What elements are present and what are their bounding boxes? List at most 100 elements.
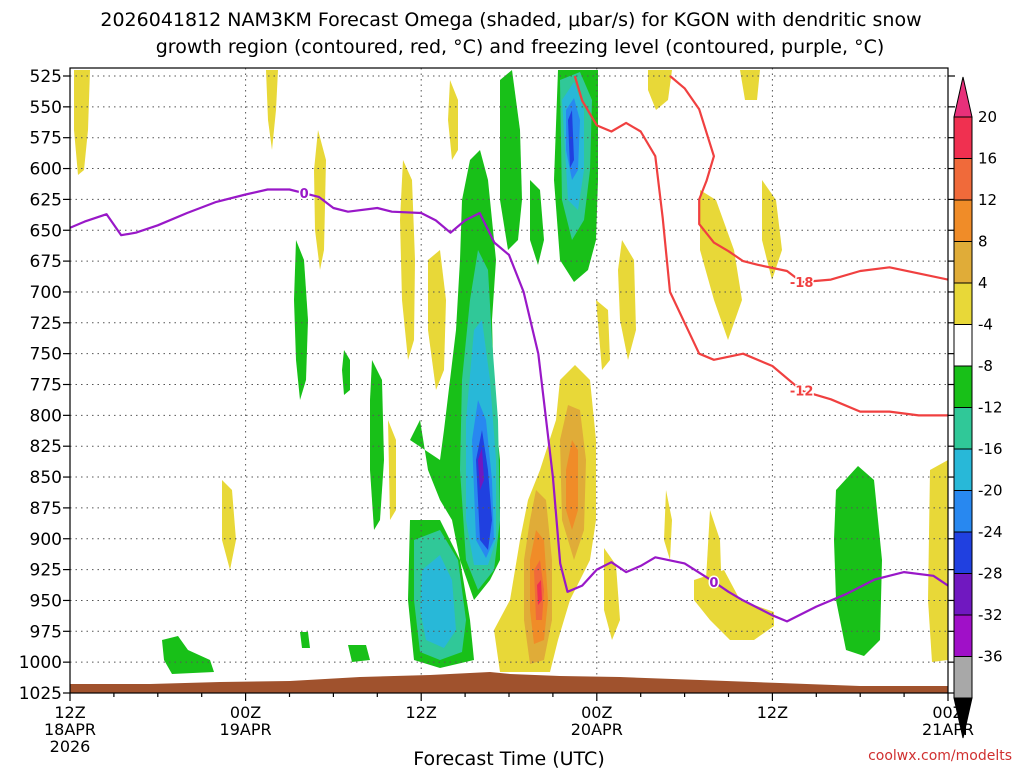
omega-shade-green bbox=[834, 466, 882, 656]
y-tick-label: 750 bbox=[30, 345, 62, 365]
y-tick-label: 675 bbox=[30, 252, 62, 272]
colorbar-swatch bbox=[953, 241, 973, 284]
x-tick-label: 12Z bbox=[757, 703, 788, 722]
y-tick-label: 1025 bbox=[19, 684, 62, 704]
y-axis-pressure: 525 550 575 600 625 650 675 700 725 750 775 800 825 8… bbox=[19, 67, 955, 704]
colorbar-swatch bbox=[953, 490, 973, 533]
terrain-ground bbox=[70, 672, 948, 693]
colorbar-label: -32 bbox=[978, 606, 1003, 624]
dgz-minus12-contour-label: -12 bbox=[790, 385, 814, 400]
dgz-minus12-contour bbox=[573, 75, 948, 417]
colorbar-legend: 20 16 12 8 4 -4 -8 -12 -16 -20 -24 -28 -32 -36 bbox=[953, 76, 1003, 739]
omega-shade-green bbox=[162, 636, 214, 674]
omega-shade-red bbox=[537, 580, 542, 605]
freezing-level-contour-label: 0 bbox=[300, 187, 309, 202]
omega-shade-yellow bbox=[700, 190, 742, 340]
x-axis-title: Forecast Time (UTC) bbox=[413, 748, 604, 768]
contour-lines: 0 0 -12 -18 bbox=[70, 75, 948, 623]
omega-shade-yellow bbox=[928, 460, 948, 662]
y-tick-label: 875 bbox=[30, 499, 62, 519]
chart-title-line-1: 2026041812 NAM3KM Forecast Omega (shaded… bbox=[100, 9, 921, 31]
colorbar-swatch bbox=[953, 282, 973, 325]
omega-shade-yellow bbox=[266, 70, 278, 150]
y-tick-label: 975 bbox=[30, 622, 62, 642]
y-tick-label: 1000 bbox=[19, 653, 62, 673]
omega-shade-purple bbox=[478, 448, 484, 490]
omega-shade-green bbox=[294, 240, 308, 400]
y-tick-label: 800 bbox=[30, 406, 62, 426]
colorbar-swatch bbox=[953, 365, 973, 408]
colorbar-label: 16 bbox=[978, 150, 997, 168]
omega-shade-green bbox=[500, 70, 522, 250]
colorbar-top-arrow bbox=[953, 76, 973, 118]
colorbar-swatch bbox=[953, 158, 973, 201]
colorbar-swatch bbox=[953, 116, 973, 159]
y-tick-label: 825 bbox=[30, 437, 62, 457]
omega-shade-yellow bbox=[604, 548, 620, 640]
omega-shade-yellow bbox=[74, 70, 90, 175]
y-tick-label: 725 bbox=[30, 314, 62, 334]
credit-url: coolwx.com/modelts bbox=[868, 748, 1012, 764]
colorbar-swatch bbox=[953, 573, 973, 616]
y-tick-label: 625 bbox=[30, 190, 62, 210]
colorbar-label: -36 bbox=[978, 648, 1003, 666]
colorbar-swatch bbox=[953, 656, 973, 699]
x-tick-label: 2026 bbox=[50, 737, 91, 756]
colorbar-swatch bbox=[953, 531, 973, 574]
colorbar-label: -28 bbox=[978, 565, 1003, 583]
y-tick-label: 950 bbox=[30, 591, 62, 611]
omega-shade-yellow bbox=[314, 130, 326, 270]
colorbar-label: -16 bbox=[978, 440, 1003, 458]
y-tick-label: 650 bbox=[30, 221, 62, 241]
x-tick-label: 20APR bbox=[571, 720, 623, 739]
omega-shade-green bbox=[342, 350, 350, 395]
colorbar-label: -4 bbox=[978, 316, 993, 334]
y-tick-label: 700 bbox=[30, 283, 62, 303]
x-tick-label: 18APR bbox=[44, 720, 96, 739]
freezing-level-contour bbox=[70, 188, 948, 623]
omega-shade-green bbox=[348, 645, 370, 662]
colorbar-swatch bbox=[953, 614, 973, 657]
omega-shade-yellow bbox=[596, 300, 610, 370]
omega-shade-yellow bbox=[664, 490, 672, 560]
y-tick-label: 575 bbox=[30, 129, 62, 149]
y-tick-label: 850 bbox=[30, 468, 62, 488]
omega-shaded-field bbox=[74, 70, 948, 674]
omega-shade-cyan bbox=[420, 555, 456, 648]
colorbar-label: 4 bbox=[978, 274, 988, 292]
omega-shade-darkblue bbox=[568, 110, 574, 168]
omega-shade-green bbox=[300, 632, 310, 648]
y-tick-label: 925 bbox=[30, 561, 62, 581]
colorbar-label: 20 bbox=[978, 108, 997, 126]
colorbar-bottom-arrow bbox=[953, 697, 973, 739]
x-tick-label: 12Z bbox=[406, 703, 437, 722]
omega-shade-yellow bbox=[388, 420, 396, 520]
y-tick-label: 900 bbox=[30, 530, 62, 550]
chart-title-line-2: growth region (contoured, red, °C) and f… bbox=[156, 36, 885, 58]
plot-grid bbox=[70, 68, 948, 694]
colorbar-label: 12 bbox=[978, 191, 997, 209]
colorbar-label: -24 bbox=[978, 523, 1003, 541]
colorbar-label: -8 bbox=[978, 357, 993, 375]
omega-shade-green bbox=[370, 360, 384, 530]
omega-shade-yellow bbox=[648, 70, 672, 110]
colorbar-swatch bbox=[953, 324, 973, 367]
colorbar-label: -12 bbox=[978, 399, 1003, 417]
omega-shade-yellow bbox=[428, 250, 446, 390]
dgz-minus18-contour-label: -18 bbox=[790, 276, 814, 291]
omega-shade-yellow bbox=[694, 570, 774, 640]
dgz-minus18-contour bbox=[669, 75, 948, 284]
colorbar-swatch bbox=[953, 199, 973, 242]
colorbar-swatch bbox=[953, 448, 973, 491]
x-tick-label: 19APR bbox=[220, 720, 272, 739]
omega-shade-yellow bbox=[222, 480, 236, 570]
colorbar-swatch bbox=[953, 407, 973, 450]
omega-shade-yellow bbox=[762, 180, 782, 280]
omega-shade-yellow bbox=[400, 160, 415, 360]
omega-shade-yellow bbox=[448, 80, 458, 160]
colorbar-label: 8 bbox=[978, 233, 988, 251]
x-tick-label: 00Z bbox=[581, 703, 612, 722]
